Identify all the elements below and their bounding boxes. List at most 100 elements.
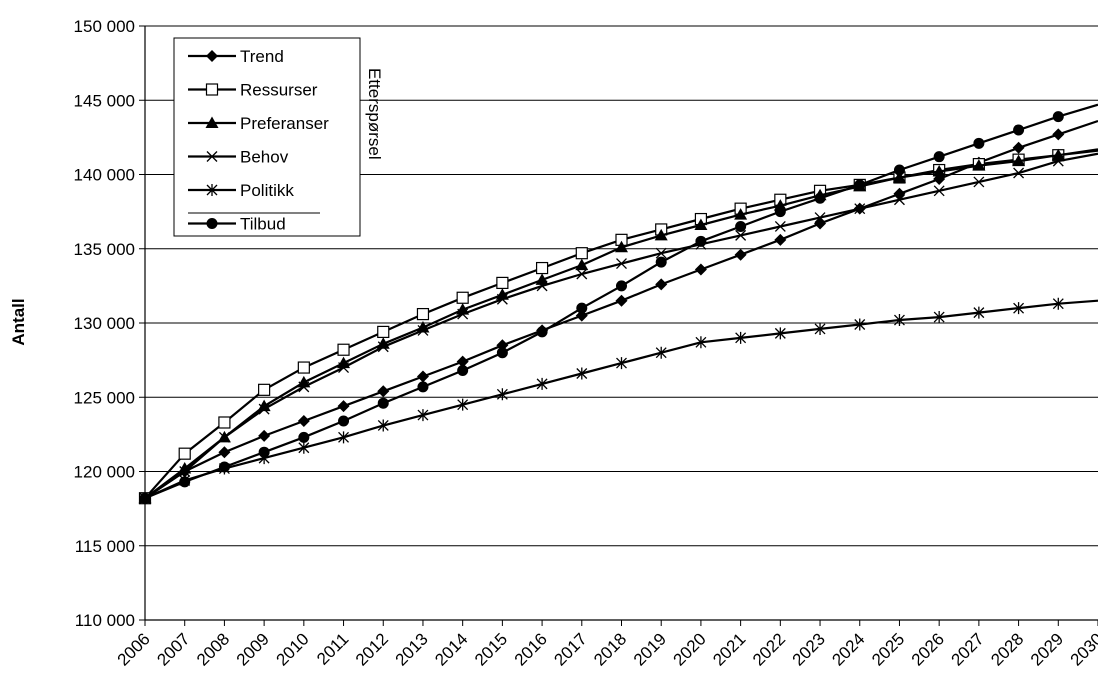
x-tick-label: 2006 (114, 629, 154, 669)
data-point-trend (1012, 141, 1025, 154)
data-point-ressurser (456, 291, 469, 304)
data-point-ressurser (337, 343, 350, 356)
data-point-preferanser (495, 288, 509, 300)
data-point-ressurser (218, 416, 231, 429)
data-point-behov (298, 381, 310, 393)
y-tick-label: 145 000 (74, 91, 135, 110)
data-point-politikk (774, 327, 786, 340)
legend-item-trend: Trend (188, 47, 284, 66)
data-point-preferanser (932, 165, 946, 177)
data-point-politikk (298, 441, 310, 454)
data-point-tilbud (933, 151, 945, 163)
data-point-trend (694, 263, 707, 276)
data-point-trend (655, 278, 668, 291)
data-point-ressurser (535, 261, 549, 275)
x-tick-label: 2027 (948, 629, 988, 669)
data-point-preferanser (615, 240, 628, 253)
y-tick-label: 125 000 (74, 388, 135, 407)
legend-label-preferanser: Preferanser (240, 114, 329, 133)
data-point-politikk (417, 409, 429, 422)
x-tick-label: 2024 (828, 629, 868, 669)
data-point-behov (1013, 167, 1025, 179)
data-point-behov (576, 268, 588, 280)
data-point-preferanser (654, 228, 668, 241)
data-point-tilbud (973, 137, 985, 149)
y-axis-ticks: 110 000 115 000 120 000 125 000 130 000 135 0… (74, 17, 145, 630)
data-point-behov (973, 176, 985, 188)
data-point-trend (337, 400, 350, 413)
x-tick-label: 2007 (153, 629, 193, 669)
data-point-tilbud (1013, 124, 1025, 136)
x-tick-label: 2020 (670, 629, 710, 669)
y-tick-label: 150 000 (74, 17, 135, 36)
data-point-behov (655, 247, 667, 259)
x-tick-label: 2013 (392, 629, 432, 669)
x-tick-label: 2028 (987, 629, 1027, 669)
data-point-preferanser (178, 462, 192, 474)
data-point-preferanser (575, 258, 589, 271)
data-point-trend (218, 446, 231, 459)
x-tick-label: 2019 (630, 629, 670, 669)
series-politikk (139, 297, 1098, 505)
data-point-ressurser (575, 247, 588, 260)
x-tick-label: 2014 (431, 629, 471, 669)
data-point-tilbud (218, 461, 230, 473)
x-tick-label: 2012 (352, 629, 392, 669)
data-point-behov (218, 431, 230, 443)
data-point-trend (456, 355, 469, 368)
legend-item-politikk: Politikk (188, 181, 294, 200)
x-axis-ticks: 2006 2007 2008 2009 2010 2011 2012 2013 2014 2015… (114, 620, 1098, 670)
data-point-tilbud (735, 220, 747, 232)
data-point-politikk (695, 336, 707, 349)
legend-label-politikk: Politikk (240, 181, 294, 200)
legend-box (173, 37, 361, 237)
y-tick-label: 115 000 (75, 537, 135, 556)
data-point-behov (377, 341, 389, 353)
data-point-trend (416, 370, 429, 383)
data-point-tilbud (814, 192, 826, 204)
y-tick-label: 140 000 (74, 166, 135, 185)
data-point-politikk (616, 357, 627, 370)
data-point-politikk (735, 331, 747, 344)
data-point-behov (1052, 155, 1064, 167)
data-point-trend (615, 294, 628, 307)
data-point-politikk (655, 346, 667, 359)
data-point-tilbud (298, 431, 310, 443)
legend-marker-behov (206, 151, 218, 162)
legend-marker-politikk (206, 184, 218, 196)
data-point-politikk (1013, 302, 1025, 315)
legend-label-ressurser: Ressurser (240, 81, 318, 100)
y-tick-label: 130 000 (74, 314, 135, 333)
data-point-tilbud (338, 415, 350, 427)
data-point-ressurser (377, 325, 390, 339)
y-tick-label: 120 000 (74, 463, 135, 482)
data-point-ressurser (297, 361, 310, 374)
data-point-behov (258, 403, 270, 415)
data-point-ressurser (178, 447, 191, 460)
data-point-behov (893, 194, 905, 206)
data-point-behov (496, 293, 508, 305)
x-tick-label: 2009 (233, 629, 273, 669)
data-point-trend (1052, 128, 1065, 141)
data-point-behov (417, 324, 429, 336)
series-line-politikk (144, 299, 1098, 500)
data-point-tilbud (139, 492, 151, 504)
data-point-politikk (457, 398, 469, 411)
data-point-tilbud (457, 365, 469, 377)
x-tick-label: 2022 (749, 629, 789, 669)
x-tick-label: 2008 (193, 629, 233, 669)
data-point-politikk (854, 318, 866, 331)
data-point-ressurser (416, 307, 430, 321)
data-point-tilbud (536, 326, 548, 338)
data-point-trend (258, 429, 271, 442)
legend-marker-preferanser (205, 116, 219, 128)
data-point-trend (734, 248, 747, 261)
data-point-preferanser (1012, 154, 1026, 167)
data-point-tilbud (695, 235, 707, 247)
data-point-ressurser (496, 276, 509, 290)
data-point-tilbud (1052, 111, 1064, 123)
legend-label-trend: Trend (240, 47, 284, 66)
data-point-preferanser (694, 218, 708, 230)
data-point-preferanser (734, 208, 748, 220)
x-tick-label: 2023 (789, 629, 829, 669)
